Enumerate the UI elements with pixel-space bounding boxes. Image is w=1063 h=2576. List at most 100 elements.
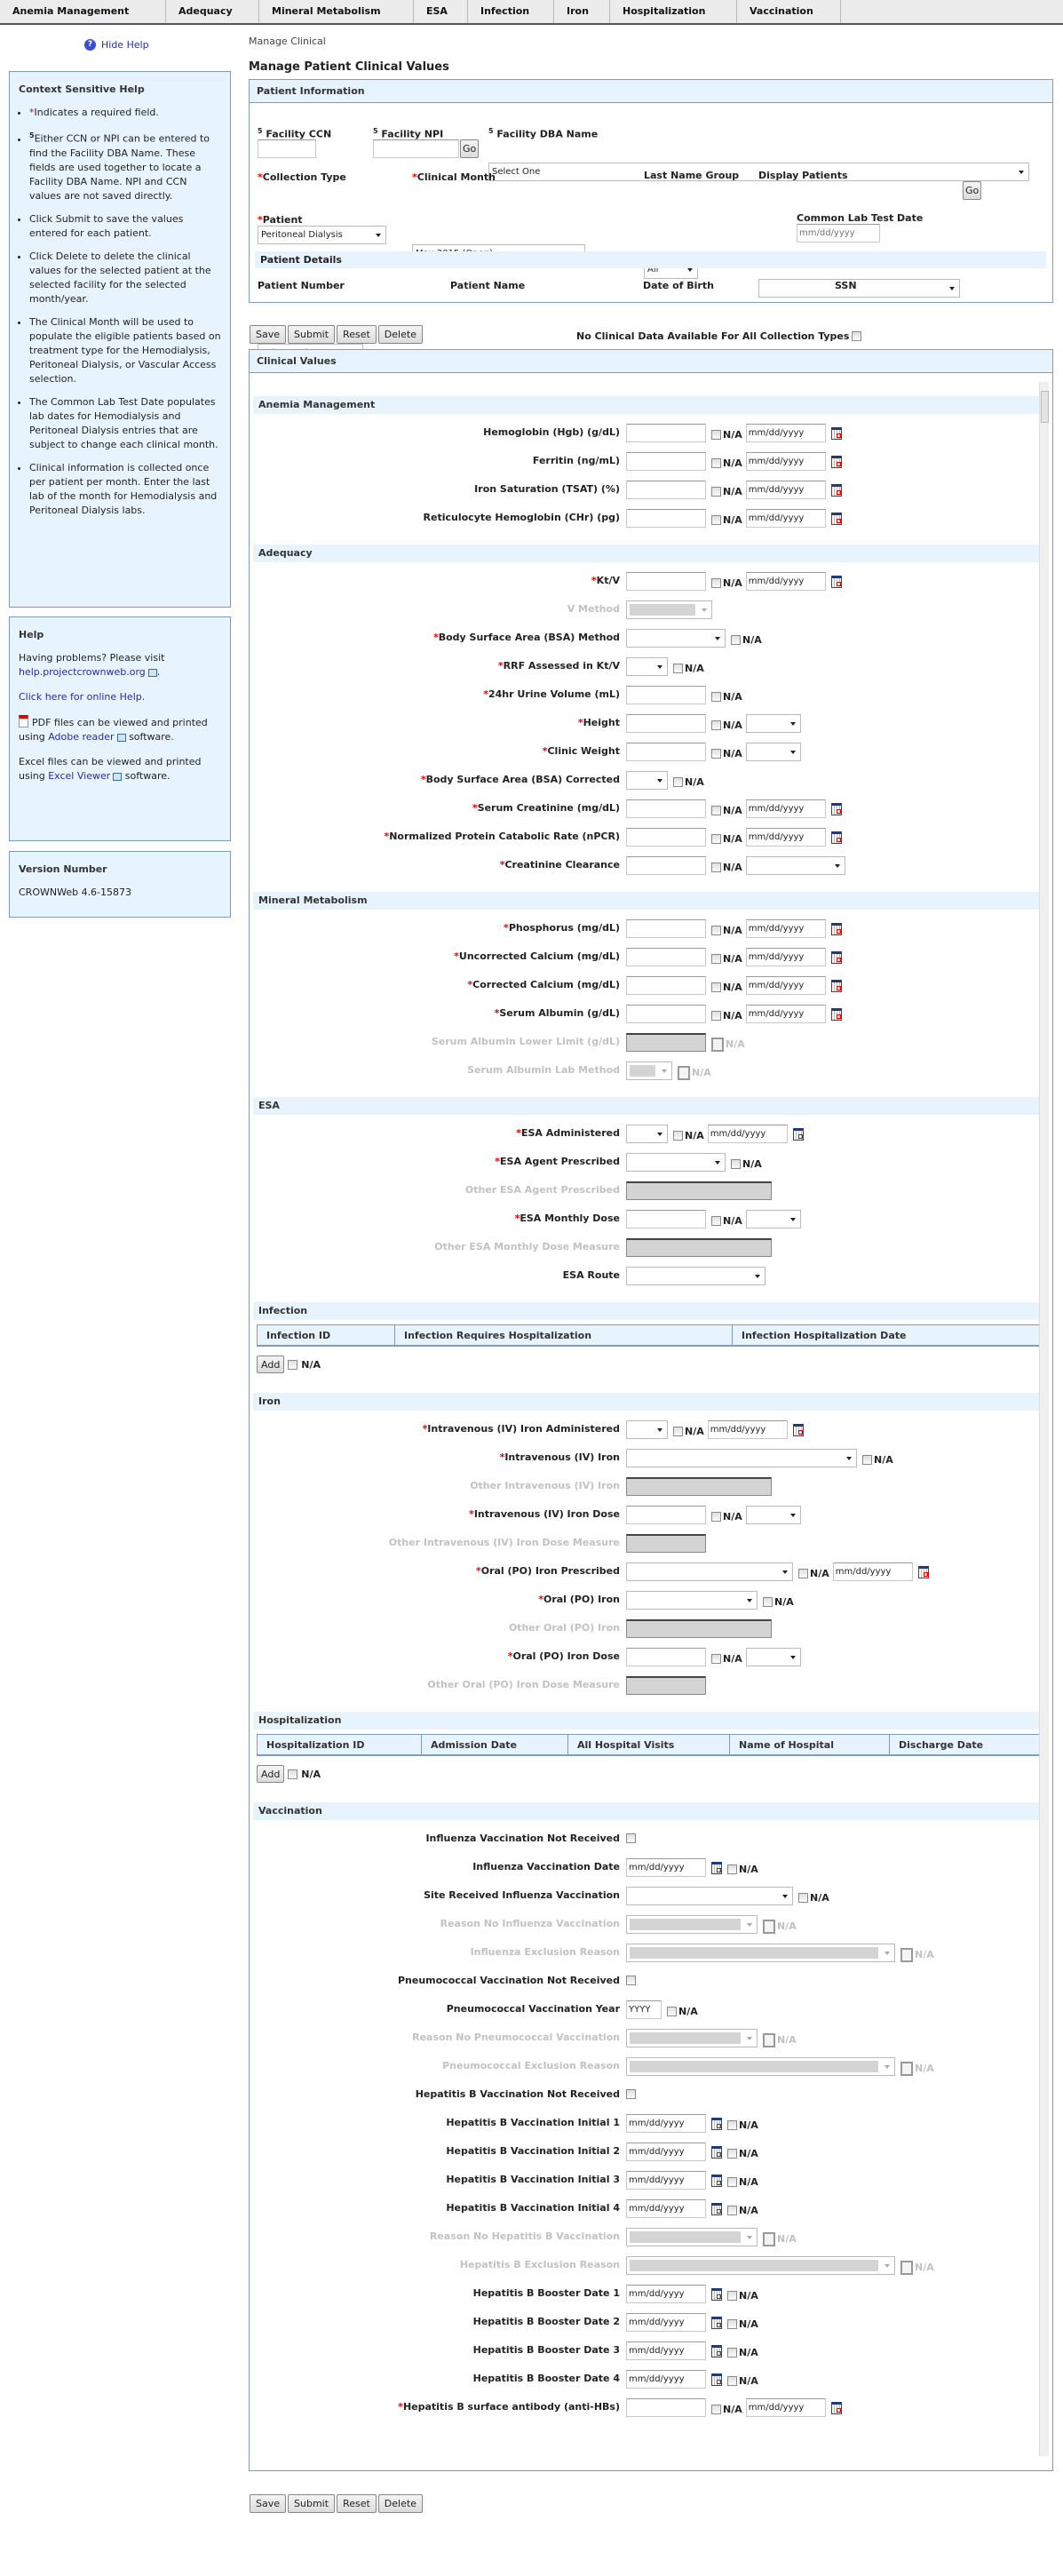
calendar-icon[interactable]	[830, 979, 842, 992]
value-select[interactable]	[626, 629, 726, 648]
not-received-checkbox[interactable]	[626, 2089, 636, 2099]
date-input[interactable]: mm/dd/yyyy	[707, 1420, 788, 1439]
date-input[interactable]: mm/dd/yyyy	[626, 2143, 706, 2161]
value-select[interactable]	[626, 1125, 668, 1143]
value-input[interactable]	[626, 1005, 706, 1023]
date-input[interactable]: mm/dd/yyyy	[832, 1562, 913, 1581]
na-checkbox[interactable]	[711, 749, 721, 759]
na-checkbox[interactable]	[673, 1131, 683, 1141]
calendar-icon[interactable]	[711, 2344, 722, 2357]
facility-ccn-input[interactable]	[258, 139, 316, 158]
calendar-icon[interactable]	[830, 575, 842, 588]
not-received-checkbox[interactable]	[626, 1833, 636, 1843]
submit-button[interactable]: Submit	[288, 2494, 336, 2513]
unit-select[interactable]	[745, 1506, 801, 1524]
na-checkbox[interactable]	[798, 1569, 808, 1578]
date-input[interactable]: mm/dd/yyyy	[745, 424, 826, 442]
value-select[interactable]	[626, 1267, 766, 1285]
calendar-icon[interactable]	[711, 2174, 722, 2187]
calendar-icon[interactable]	[830, 2401, 842, 2414]
tab-mineral-metabolism[interactable]: Mineral Metabolism	[259, 0, 414, 23]
na-checkbox[interactable]	[711, 1512, 721, 1522]
value-input[interactable]	[626, 1210, 706, 1228]
value-select[interactable]	[626, 1153, 726, 1172]
na-checkbox[interactable]	[727, 1864, 737, 1874]
na-checkbox[interactable]	[727, 2291, 737, 2301]
value-select[interactable]	[626, 1420, 668, 1439]
adobe-reader-link[interactable]: Adobe reader	[48, 731, 115, 743]
calendar-icon[interactable]	[711, 2316, 722, 2329]
date-input[interactable]: mm/dd/yyyy	[745, 572, 826, 591]
na-checkbox[interactable]	[711, 2405, 721, 2414]
common-lab-date-input[interactable]	[797, 224, 880, 242]
calendar-icon[interactable]	[917, 1565, 929, 1578]
value-input[interactable]	[626, 1648, 706, 1666]
save-button[interactable]: Save	[250, 325, 287, 344]
submit-button[interactable]: Submit	[288, 325, 336, 344]
year-input[interactable]: YYYY	[626, 2000, 662, 2019]
na-checkbox[interactable]	[727, 2319, 737, 2329]
calendar-icon[interactable]	[711, 1861, 722, 1874]
tab-adequacy[interactable]: Adequacy	[166, 0, 259, 23]
value-input[interactable]	[626, 2398, 706, 2417]
not-received-checkbox[interactable]	[626, 1976, 636, 1985]
value-input[interactable]	[626, 948, 706, 966]
na-checkbox[interactable]	[288, 1769, 298, 1779]
calendar-icon[interactable]	[830, 802, 842, 815]
online-help-link[interactable]: Click here for online Help.	[19, 691, 146, 703]
calendar-icon[interactable]	[711, 2373, 722, 2386]
date-input[interactable]: mm/dd/yyyy	[745, 481, 826, 499]
calendar-icon[interactable]	[830, 1007, 842, 1021]
scrollbar-thumb[interactable]	[1041, 391, 1049, 423]
date-input[interactable]: mm/dd/yyyy	[626, 1858, 706, 1877]
unit-select[interactable]	[745, 1210, 801, 1228]
na-checkbox[interactable]	[731, 1159, 741, 1169]
reset-button[interactable]: Reset	[337, 325, 377, 344]
na-checkbox[interactable]	[727, 2206, 737, 2215]
na-checkbox[interactable]	[711, 458, 721, 468]
add-button[interactable]: Add	[257, 1356, 285, 1373]
date-input[interactable]: mm/dd/yyyy	[745, 452, 826, 471]
value-input[interactable]	[626, 509, 706, 528]
na-checkbox[interactable]	[727, 2120, 737, 2130]
facility-npi-input[interactable]	[373, 139, 459, 158]
tab-hospitalization[interactable]: Hospitalization	[610, 0, 737, 23]
facility-dba-select[interactable]: Select One	[488, 163, 1029, 181]
calendar-icon[interactable]	[711, 2145, 722, 2159]
value-select[interactable]	[626, 1449, 857, 1467]
unit-select[interactable]	[745, 714, 801, 733]
value-input[interactable]	[626, 743, 706, 761]
calendar-icon[interactable]	[830, 950, 842, 964]
na-checkbox[interactable]	[711, 954, 721, 964]
value-input[interactable]	[626, 452, 706, 471]
value-input[interactable]	[626, 686, 706, 704]
value-select[interactable]	[626, 657, 668, 676]
na-checkbox[interactable]	[667, 2007, 677, 2016]
facility-npi-go-button[interactable]: Go	[460, 139, 479, 158]
na-checkbox[interactable]	[711, 1216, 721, 1226]
date-input[interactable]: mm/dd/yyyy	[626, 2341, 706, 2360]
calendar-icon[interactable]	[711, 2287, 722, 2301]
value-select[interactable]	[745, 856, 845, 875]
calendar-icon[interactable]	[792, 1127, 804, 1141]
na-checkbox[interactable]	[727, 2149, 737, 2159]
calendar-icon[interactable]	[830, 922, 842, 935]
calendar-icon[interactable]	[830, 483, 842, 497]
na-checkbox[interactable]	[673, 777, 683, 787]
value-input[interactable]	[626, 572, 706, 591]
calendar-icon[interactable]	[830, 831, 842, 844]
date-input[interactable]: mm/dd/yyyy	[626, 2114, 706, 2133]
value-select[interactable]	[626, 771, 668, 790]
scrollbar[interactable]	[1039, 382, 1049, 2456]
na-checkbox[interactable]	[711, 515, 721, 525]
value-input[interactable]	[626, 919, 706, 938]
tab-anemia-management[interactable]: Anemia Management	[0, 0, 166, 23]
calendar-icon[interactable]	[830, 455, 842, 468]
value-input[interactable]	[626, 1506, 706, 1524]
na-checkbox[interactable]	[798, 1893, 808, 1903]
na-checkbox[interactable]	[711, 1011, 721, 1021]
date-input[interactable]: mm/dd/yyyy	[745, 2398, 826, 2417]
hide-help-link[interactable]: ? Hide Help	[84, 39, 149, 51]
na-checkbox[interactable]	[731, 635, 741, 645]
no-clinical-data-checkbox[interactable]	[852, 331, 862, 341]
